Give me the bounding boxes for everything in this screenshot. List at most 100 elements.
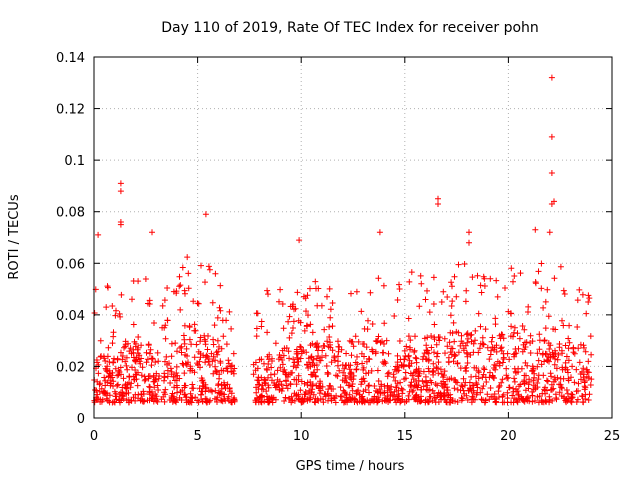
data-point <box>428 379 435 386</box>
data-point <box>284 385 291 392</box>
data-point <box>297 355 304 362</box>
data-point <box>564 397 571 404</box>
data-point <box>419 378 426 385</box>
data-point <box>580 399 587 406</box>
data-point <box>542 298 549 305</box>
data-point <box>345 382 352 389</box>
data-point <box>204 346 211 353</box>
data-point <box>440 374 446 381</box>
data-point <box>378 383 385 390</box>
y-tick-label: 0.04 <box>56 309 85 324</box>
data-point <box>441 335 448 342</box>
data-point <box>487 385 494 391</box>
data-point <box>220 333 227 340</box>
y-tick-label: 0.14 <box>56 51 85 66</box>
data-point <box>217 282 224 289</box>
data-point <box>110 359 117 366</box>
data-point <box>387 397 394 404</box>
data-point <box>412 333 418 340</box>
data-point <box>426 386 433 393</box>
data-point <box>212 387 219 394</box>
data-point <box>268 395 275 402</box>
data-point <box>359 360 366 367</box>
data-point <box>272 340 279 347</box>
data-point <box>535 357 542 364</box>
data-point <box>202 279 208 286</box>
data-point <box>309 329 316 336</box>
data-point <box>491 346 497 353</box>
data-point <box>415 372 422 379</box>
data-point <box>540 304 547 311</box>
data-point <box>438 371 445 377</box>
data-point <box>129 364 135 371</box>
data-point <box>192 394 199 401</box>
data-point <box>396 338 403 344</box>
data-point <box>172 340 179 347</box>
data-point <box>159 302 166 309</box>
data-point <box>198 391 205 398</box>
data-point <box>516 335 523 342</box>
data-point <box>279 301 286 307</box>
data-point <box>525 303 532 310</box>
data-point <box>95 395 102 402</box>
data-point <box>563 387 570 393</box>
data-point <box>559 385 565 392</box>
data-point <box>460 375 467 382</box>
data-point <box>451 353 458 360</box>
data-point <box>276 352 283 358</box>
data-point <box>189 385 196 392</box>
data-point <box>183 361 190 368</box>
x-axis-label: GPS time / hours <box>296 459 405 474</box>
data-point <box>408 269 415 276</box>
data-point <box>401 376 408 383</box>
data-point <box>565 345 572 352</box>
data-point <box>187 365 194 372</box>
data-point <box>180 332 187 339</box>
data-point <box>463 287 470 294</box>
data-point <box>279 361 286 368</box>
data-point <box>290 318 297 325</box>
data-point <box>467 352 474 358</box>
data-point <box>274 367 281 374</box>
data-point <box>139 395 146 402</box>
data-point <box>445 358 452 365</box>
data-point <box>256 356 263 363</box>
data-point <box>455 261 462 268</box>
data-point <box>120 375 127 382</box>
data-point <box>250 371 257 378</box>
data-point <box>259 382 266 389</box>
data-point <box>384 382 391 389</box>
data-point <box>179 264 186 271</box>
data-point <box>216 304 223 311</box>
data-point <box>492 315 499 322</box>
data-point <box>546 393 553 400</box>
data-point <box>436 334 443 341</box>
data-point <box>121 344 127 351</box>
data-point <box>212 367 219 374</box>
data-point <box>255 381 261 388</box>
data-point <box>176 394 183 401</box>
data-point <box>395 387 402 394</box>
data-point <box>521 378 527 385</box>
data-point <box>542 384 549 391</box>
data-point <box>123 354 130 361</box>
data-point <box>116 310 123 317</box>
data-point <box>279 357 286 363</box>
data-point <box>327 306 334 313</box>
data-point <box>163 353 170 360</box>
data-point <box>326 285 333 292</box>
data-point <box>583 310 590 317</box>
data-point <box>173 370 180 376</box>
data-point <box>511 329 517 336</box>
data-point <box>288 399 295 406</box>
data-point <box>174 372 181 379</box>
data-point <box>278 381 285 388</box>
data-point <box>360 366 367 373</box>
data-point <box>532 226 539 233</box>
data-point <box>314 340 321 347</box>
data-point <box>402 369 409 376</box>
data-point <box>174 348 180 355</box>
data-point <box>116 369 123 375</box>
data-point <box>366 389 372 396</box>
data-point <box>255 377 262 384</box>
